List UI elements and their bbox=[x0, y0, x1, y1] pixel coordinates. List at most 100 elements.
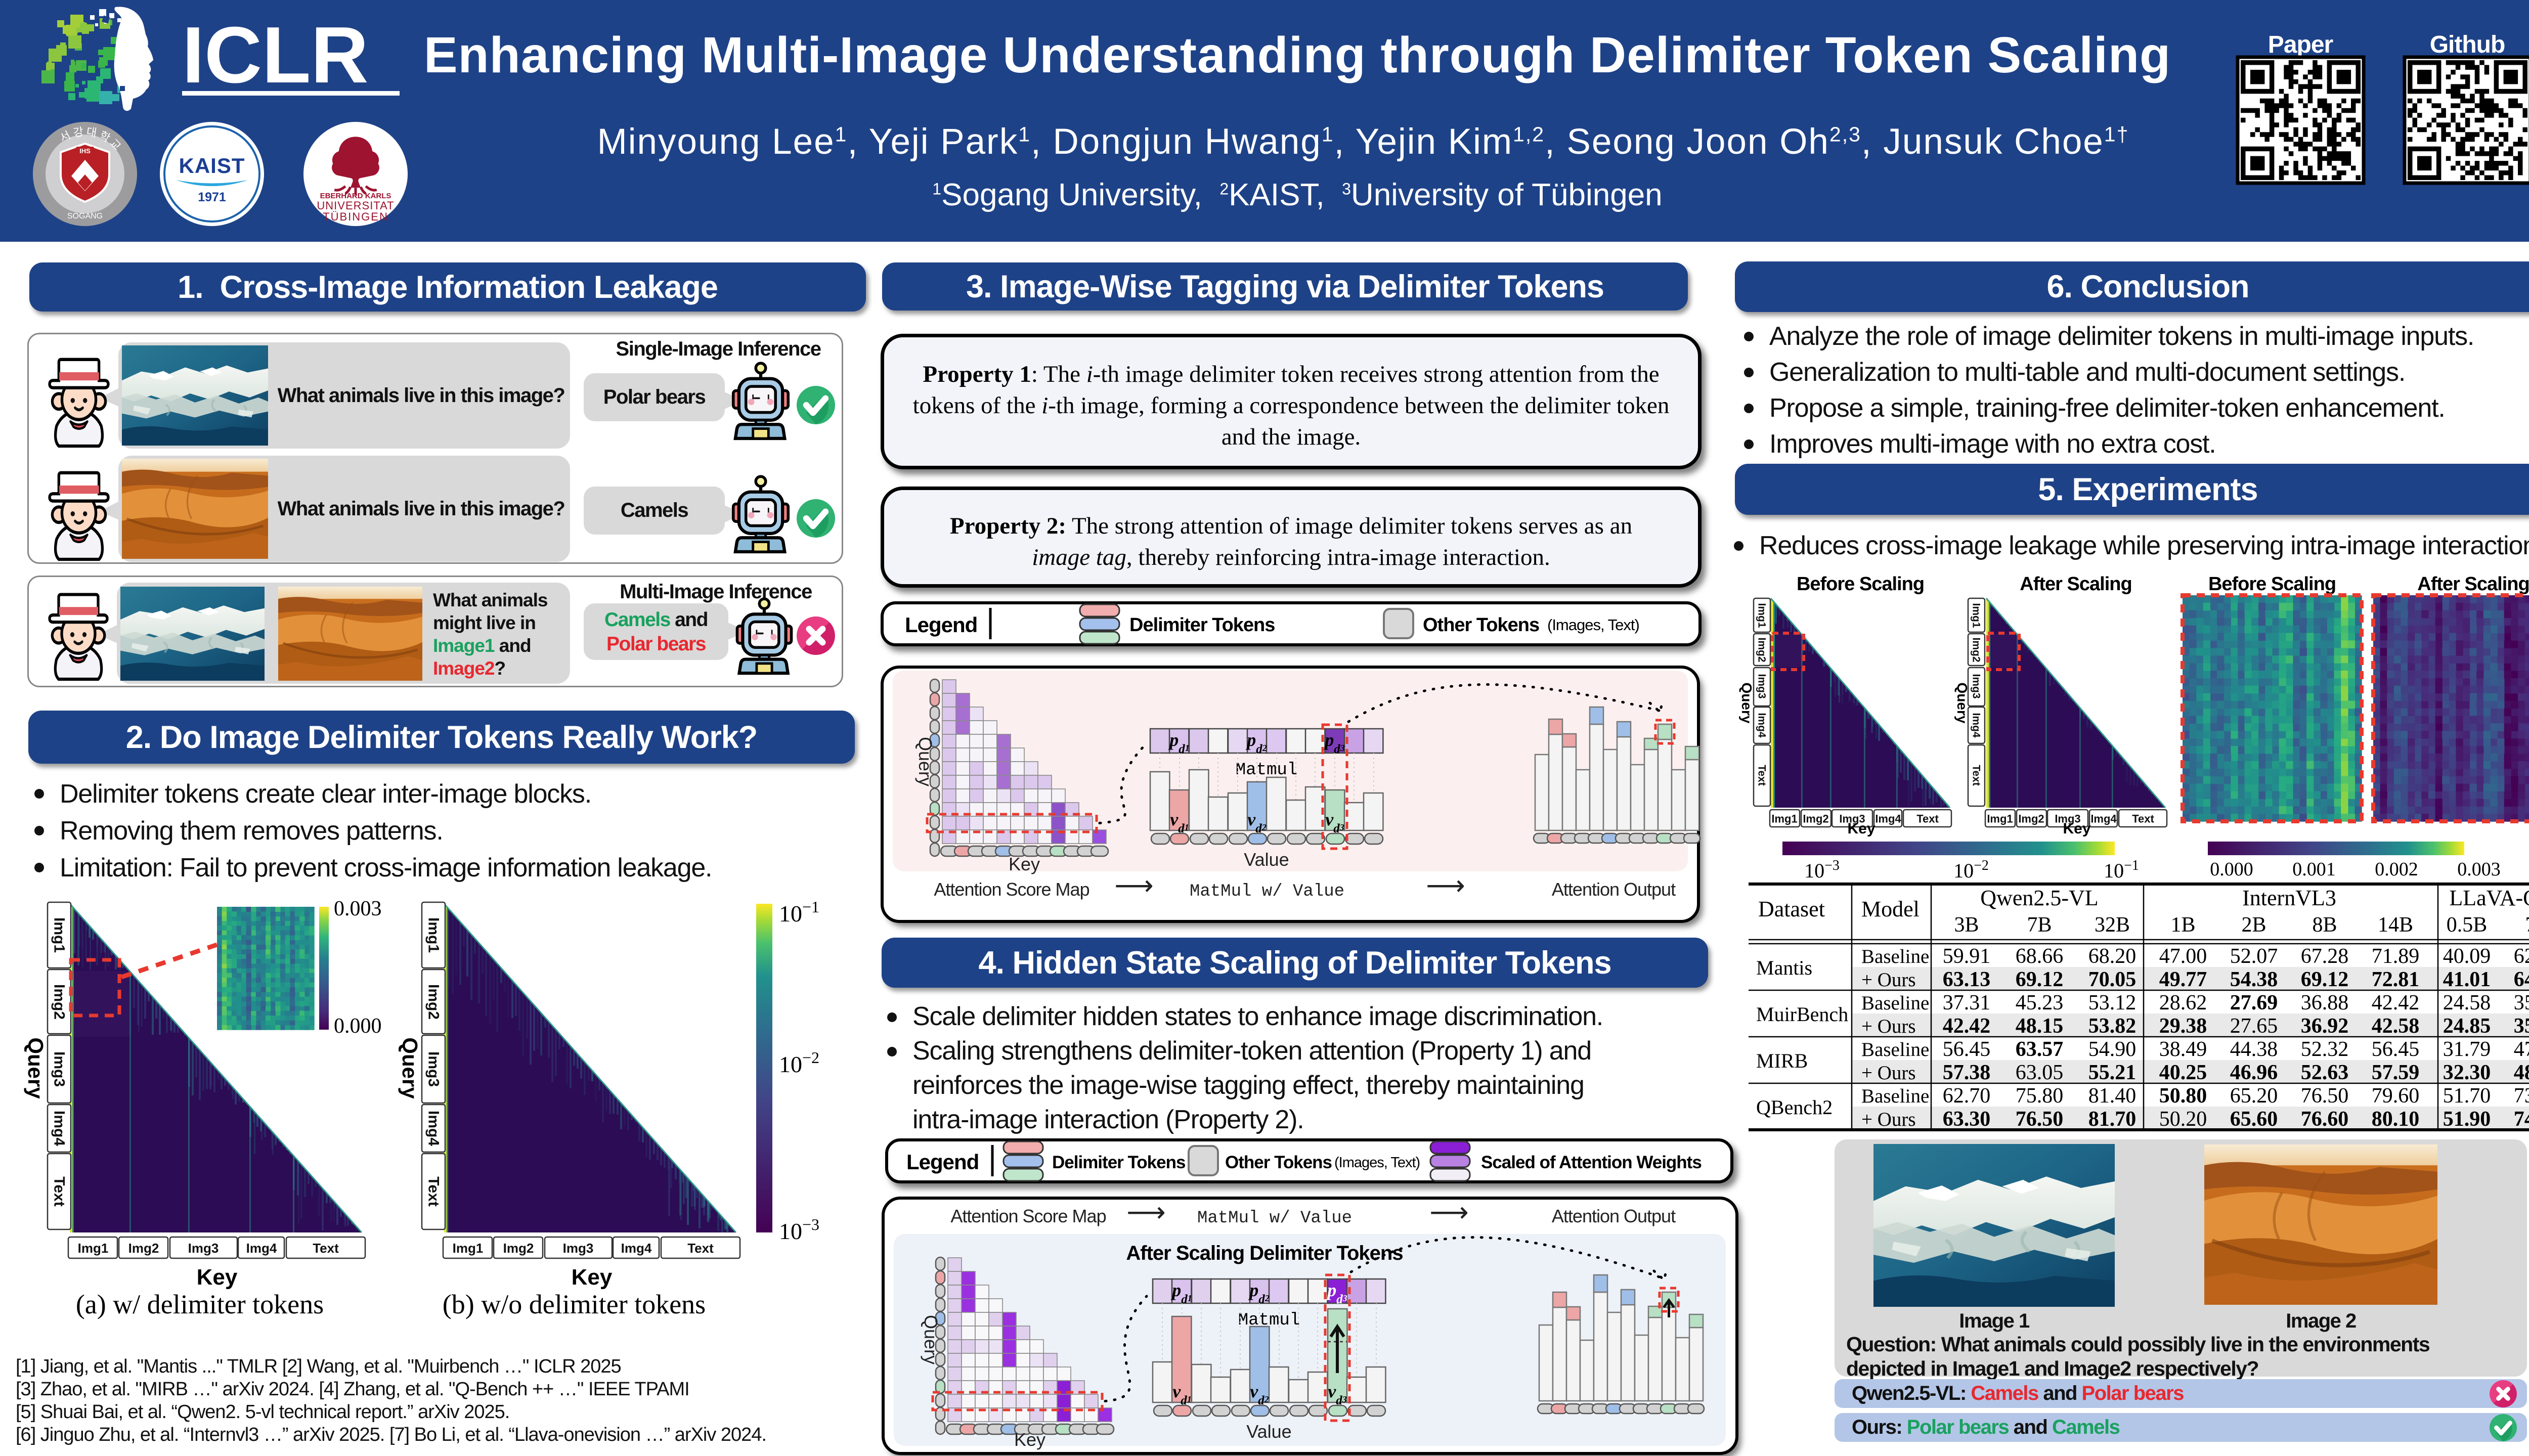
svg-text:Attention Output: Attention Output bbox=[1552, 1206, 1676, 1226]
svg-text:48.15: 48.15 bbox=[2016, 1014, 2064, 1038]
svg-text:Mantis: Mantis bbox=[1756, 956, 1812, 979]
svg-text:40.09: 40.09 bbox=[2443, 945, 2491, 968]
svg-text:⟶: ⟶ bbox=[1426, 870, 1465, 901]
svg-text:Img2: Img2 bbox=[503, 1241, 534, 1256]
svg-text:10−3: 10−3 bbox=[779, 1215, 819, 1244]
svg-text:Img4: Img4 bbox=[2090, 813, 2117, 825]
svg-text:Delimiter Tokens: Delimiter Tokens bbox=[1129, 614, 1275, 636]
svg-text:1971: 1971 bbox=[198, 190, 226, 204]
svg-text:Query: Query bbox=[398, 1037, 422, 1099]
svg-text:57.59: 57.59 bbox=[2372, 1061, 2420, 1084]
svg-text:Key: Key bbox=[2063, 820, 2090, 837]
svg-text:Img4: Img4 bbox=[1971, 713, 1982, 737]
svg-text:Img4: Img4 bbox=[1756, 713, 1768, 737]
svg-text:Img3: Img3 bbox=[1839, 813, 1865, 825]
svg-text:47.88: 47.88 bbox=[2514, 1038, 2529, 1061]
svg-text:54.90: 54.90 bbox=[2088, 1038, 2136, 1061]
svg-text:Text: Text bbox=[687, 1241, 714, 1256]
svg-text:38.49: 38.49 bbox=[2159, 1038, 2207, 1061]
svg-text:10−1: 10−1 bbox=[779, 898, 819, 926]
svg-text:75.80: 75.80 bbox=[2016, 1084, 2064, 1108]
svg-text:56.45: 56.45 bbox=[2372, 1038, 2420, 1061]
svg-text:Img1: Img1 bbox=[1971, 603, 1982, 628]
svg-text:57.38: 57.38 bbox=[1943, 1061, 1991, 1084]
svg-text:35.35: 35.35 bbox=[2514, 1014, 2529, 1038]
svg-text:Text: Text bbox=[51, 1176, 68, 1206]
svg-text:62.70: 62.70 bbox=[1943, 1084, 1991, 1108]
svg-text:51.90: 51.90 bbox=[2443, 1108, 2491, 1131]
svg-text:Baseline: Baseline bbox=[1861, 1039, 1929, 1061]
svg-text:Img2: Img2 bbox=[1803, 813, 1828, 825]
svg-text:Img4: Img4 bbox=[425, 1111, 442, 1146]
svg-text:69.12: 69.12 bbox=[2016, 968, 2064, 991]
svg-text:74.20: 74.20 bbox=[2514, 1108, 2529, 1131]
svg-text:Img1: Img1 bbox=[1756, 603, 1768, 628]
svg-text:80.10: 80.10 bbox=[2372, 1108, 2420, 1131]
svg-text:Img2: Img2 bbox=[1971, 637, 1982, 662]
svg-text:+ Ours: + Ours bbox=[1861, 969, 1916, 991]
svg-text:QBench2: QBench2 bbox=[1756, 1096, 1833, 1119]
svg-text:10−3: 10−3 bbox=[1804, 858, 1840, 883]
svg-text:Text: Text bbox=[1971, 765, 1982, 786]
svg-text:대: 대 bbox=[85, 125, 98, 140]
svg-text:63.05: 63.05 bbox=[2016, 1061, 2064, 1084]
svg-text:42.42: 42.42 bbox=[1943, 1014, 1991, 1038]
svg-text:46.96: 46.96 bbox=[2230, 1061, 2278, 1084]
svg-text:29.38: 29.38 bbox=[2159, 1014, 2207, 1038]
svg-text:After Scaling Delimiter Tokens: After Scaling Delimiter Tokens bbox=[1126, 1242, 1403, 1264]
svg-text:44.38: 44.38 bbox=[2230, 1038, 2278, 1061]
svg-text:MatMul w/ Value: MatMul w/ Value bbox=[1190, 882, 1344, 901]
svg-text:Query: Query bbox=[1954, 683, 1970, 724]
svg-text:Img3: Img3 bbox=[2055, 813, 2080, 825]
svg-text:MuirBench: MuirBench bbox=[1756, 1003, 1848, 1026]
svg-text:0.000: 0.000 bbox=[334, 1014, 382, 1038]
svg-text:(Images, Text): (Images, Text) bbox=[1334, 1155, 1420, 1171]
svg-text:0.000: 0.000 bbox=[2210, 859, 2253, 880]
svg-text:Baseline: Baseline bbox=[1861, 992, 1929, 1014]
svg-text:Img3: Img3 bbox=[51, 1051, 68, 1087]
svg-text:7B: 7B bbox=[2525, 913, 2529, 937]
svg-text:68.20: 68.20 bbox=[2088, 945, 2136, 968]
svg-text:73.90: 73.90 bbox=[2514, 1084, 2529, 1108]
svg-text:SOGANG: SOGANG bbox=[67, 212, 103, 220]
svg-text:10−2: 10−2 bbox=[779, 1048, 819, 1077]
svg-text:Img3: Img3 bbox=[425, 1051, 442, 1087]
svg-text:59.91: 59.91 bbox=[1943, 945, 1991, 968]
svg-text:Legend: Legend bbox=[906, 1150, 979, 1174]
svg-text:TÜBINGEN: TÜBINGEN bbox=[323, 210, 388, 223]
svg-text:LLaVA-OV: LLaVA-OV bbox=[2449, 886, 2529, 910]
svg-text:Query: Query bbox=[24, 1037, 48, 1099]
svg-text:32.30: 32.30 bbox=[2443, 1061, 2491, 1084]
svg-text:+ Ours: + Ours bbox=[1861, 1062, 1916, 1084]
svg-text:68.66: 68.66 bbox=[2016, 945, 2064, 968]
svg-text:2B: 2B bbox=[2241, 913, 2266, 937]
svg-text:Other Tokens: Other Tokens bbox=[1423, 614, 1539, 636]
svg-text:Attention Score Map: Attention Score Map bbox=[934, 879, 1089, 900]
svg-text:76.50: 76.50 bbox=[2301, 1084, 2349, 1108]
svg-text:14B: 14B bbox=[2378, 913, 2413, 937]
svg-text:0.002: 0.002 bbox=[2375, 859, 2418, 880]
svg-text:Delimiter Tokens: Delimiter Tokens bbox=[1052, 1153, 1186, 1172]
svg-text:62.21: 62.21 bbox=[2514, 945, 2529, 968]
svg-text:27.69: 27.69 bbox=[2230, 991, 2278, 1014]
svg-text:42.58: 42.58 bbox=[2372, 1014, 2420, 1038]
svg-text:50.20: 50.20 bbox=[2159, 1108, 2207, 1131]
svg-text:0.5B: 0.5B bbox=[2447, 913, 2488, 937]
svg-text:50.80: 50.80 bbox=[2159, 1084, 2207, 1108]
svg-text:41.01: 41.01 bbox=[2443, 968, 2491, 991]
svg-text:After Scaling: After Scaling bbox=[2020, 573, 2131, 595]
svg-text:Img1: Img1 bbox=[78, 1241, 109, 1256]
svg-text:+ Ours: + Ours bbox=[1861, 1109, 1916, 1130]
svg-text:Value: Value bbox=[1246, 1421, 1291, 1442]
svg-text:ICLR: ICLR bbox=[182, 11, 369, 100]
svg-text:Attention Output: Attention Output bbox=[1552, 879, 1676, 900]
svg-text:Legend: Legend bbox=[905, 613, 977, 637]
svg-text:0.003: 0.003 bbox=[334, 897, 382, 920]
svg-text:Img4: Img4 bbox=[246, 1241, 277, 1256]
svg-text:KAIST: KAIST bbox=[179, 154, 245, 178]
svg-text:Img2: Img2 bbox=[2018, 813, 2044, 825]
svg-text:Img2: Img2 bbox=[425, 984, 442, 1020]
svg-text:3B: 3B bbox=[1954, 913, 1979, 937]
svg-text:52.32: 52.32 bbox=[2301, 1038, 2349, 1061]
svg-text:42.42: 42.42 bbox=[2372, 991, 2420, 1014]
